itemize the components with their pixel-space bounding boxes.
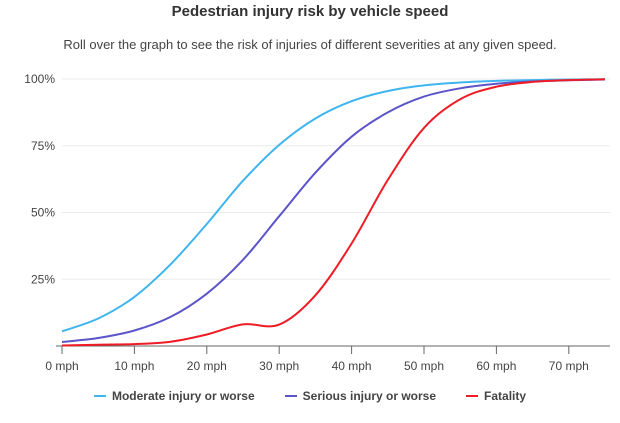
gridlines [62,78,610,280]
x-tick-label: 60 mph [476,359,516,373]
legend-swatch-fatality [466,395,479,397]
legend-swatch-moderate [93,395,106,397]
x-tick-label: 30 mph [259,359,299,373]
y-tick-label: 25% [31,272,55,286]
legend-item-serious[interactable]: Serious injury or worse [284,389,437,403]
series-line-fatality[interactable] [61,78,606,347]
x-tick-label: 40 mph [332,359,372,373]
y-tick-label: 75% [31,139,55,153]
legend-label-moderate: Moderate injury or worse [111,389,255,403]
legend-label-fatality: Fatality [484,389,527,403]
x-tick-label: 10 mph [114,359,154,373]
y-axis-ticks: 100% 75% 50% 25% [24,72,55,286]
legend-item-fatality[interactable]: Fatality [466,389,526,403]
legend-label-serious: Serious injury or worse [302,389,437,403]
x-tick-label: 0 mph [45,359,78,373]
y-tick-label: 100% [24,72,55,86]
series-line-moderate-injury-or-worse[interactable] [61,78,606,333]
legend-item-moderate[interactable]: Moderate injury or worse [93,389,255,403]
x-axis: 0 mph 10 mph 20 mph 30 mph 40 mph 50 mph 60 mp… [45,345,610,373]
legend: Moderate injury or worse Serious injury … [0,389,620,403]
chart-title: Pedestrian injury risk by vehicle speed [171,3,449,20]
x-tick-label: 50 mph [404,359,444,373]
series-line-serious-injury-or-worse[interactable] [61,78,606,343]
y-tick-label: 50% [31,206,55,220]
x-tick-label: 20 mph [187,359,227,373]
series-lines [61,78,606,347]
chart-subtitle: Roll over the graph to see the risk of i… [63,37,557,52]
x-tick-label: 70 mph [549,359,589,373]
legend-swatch-serious [284,395,297,397]
